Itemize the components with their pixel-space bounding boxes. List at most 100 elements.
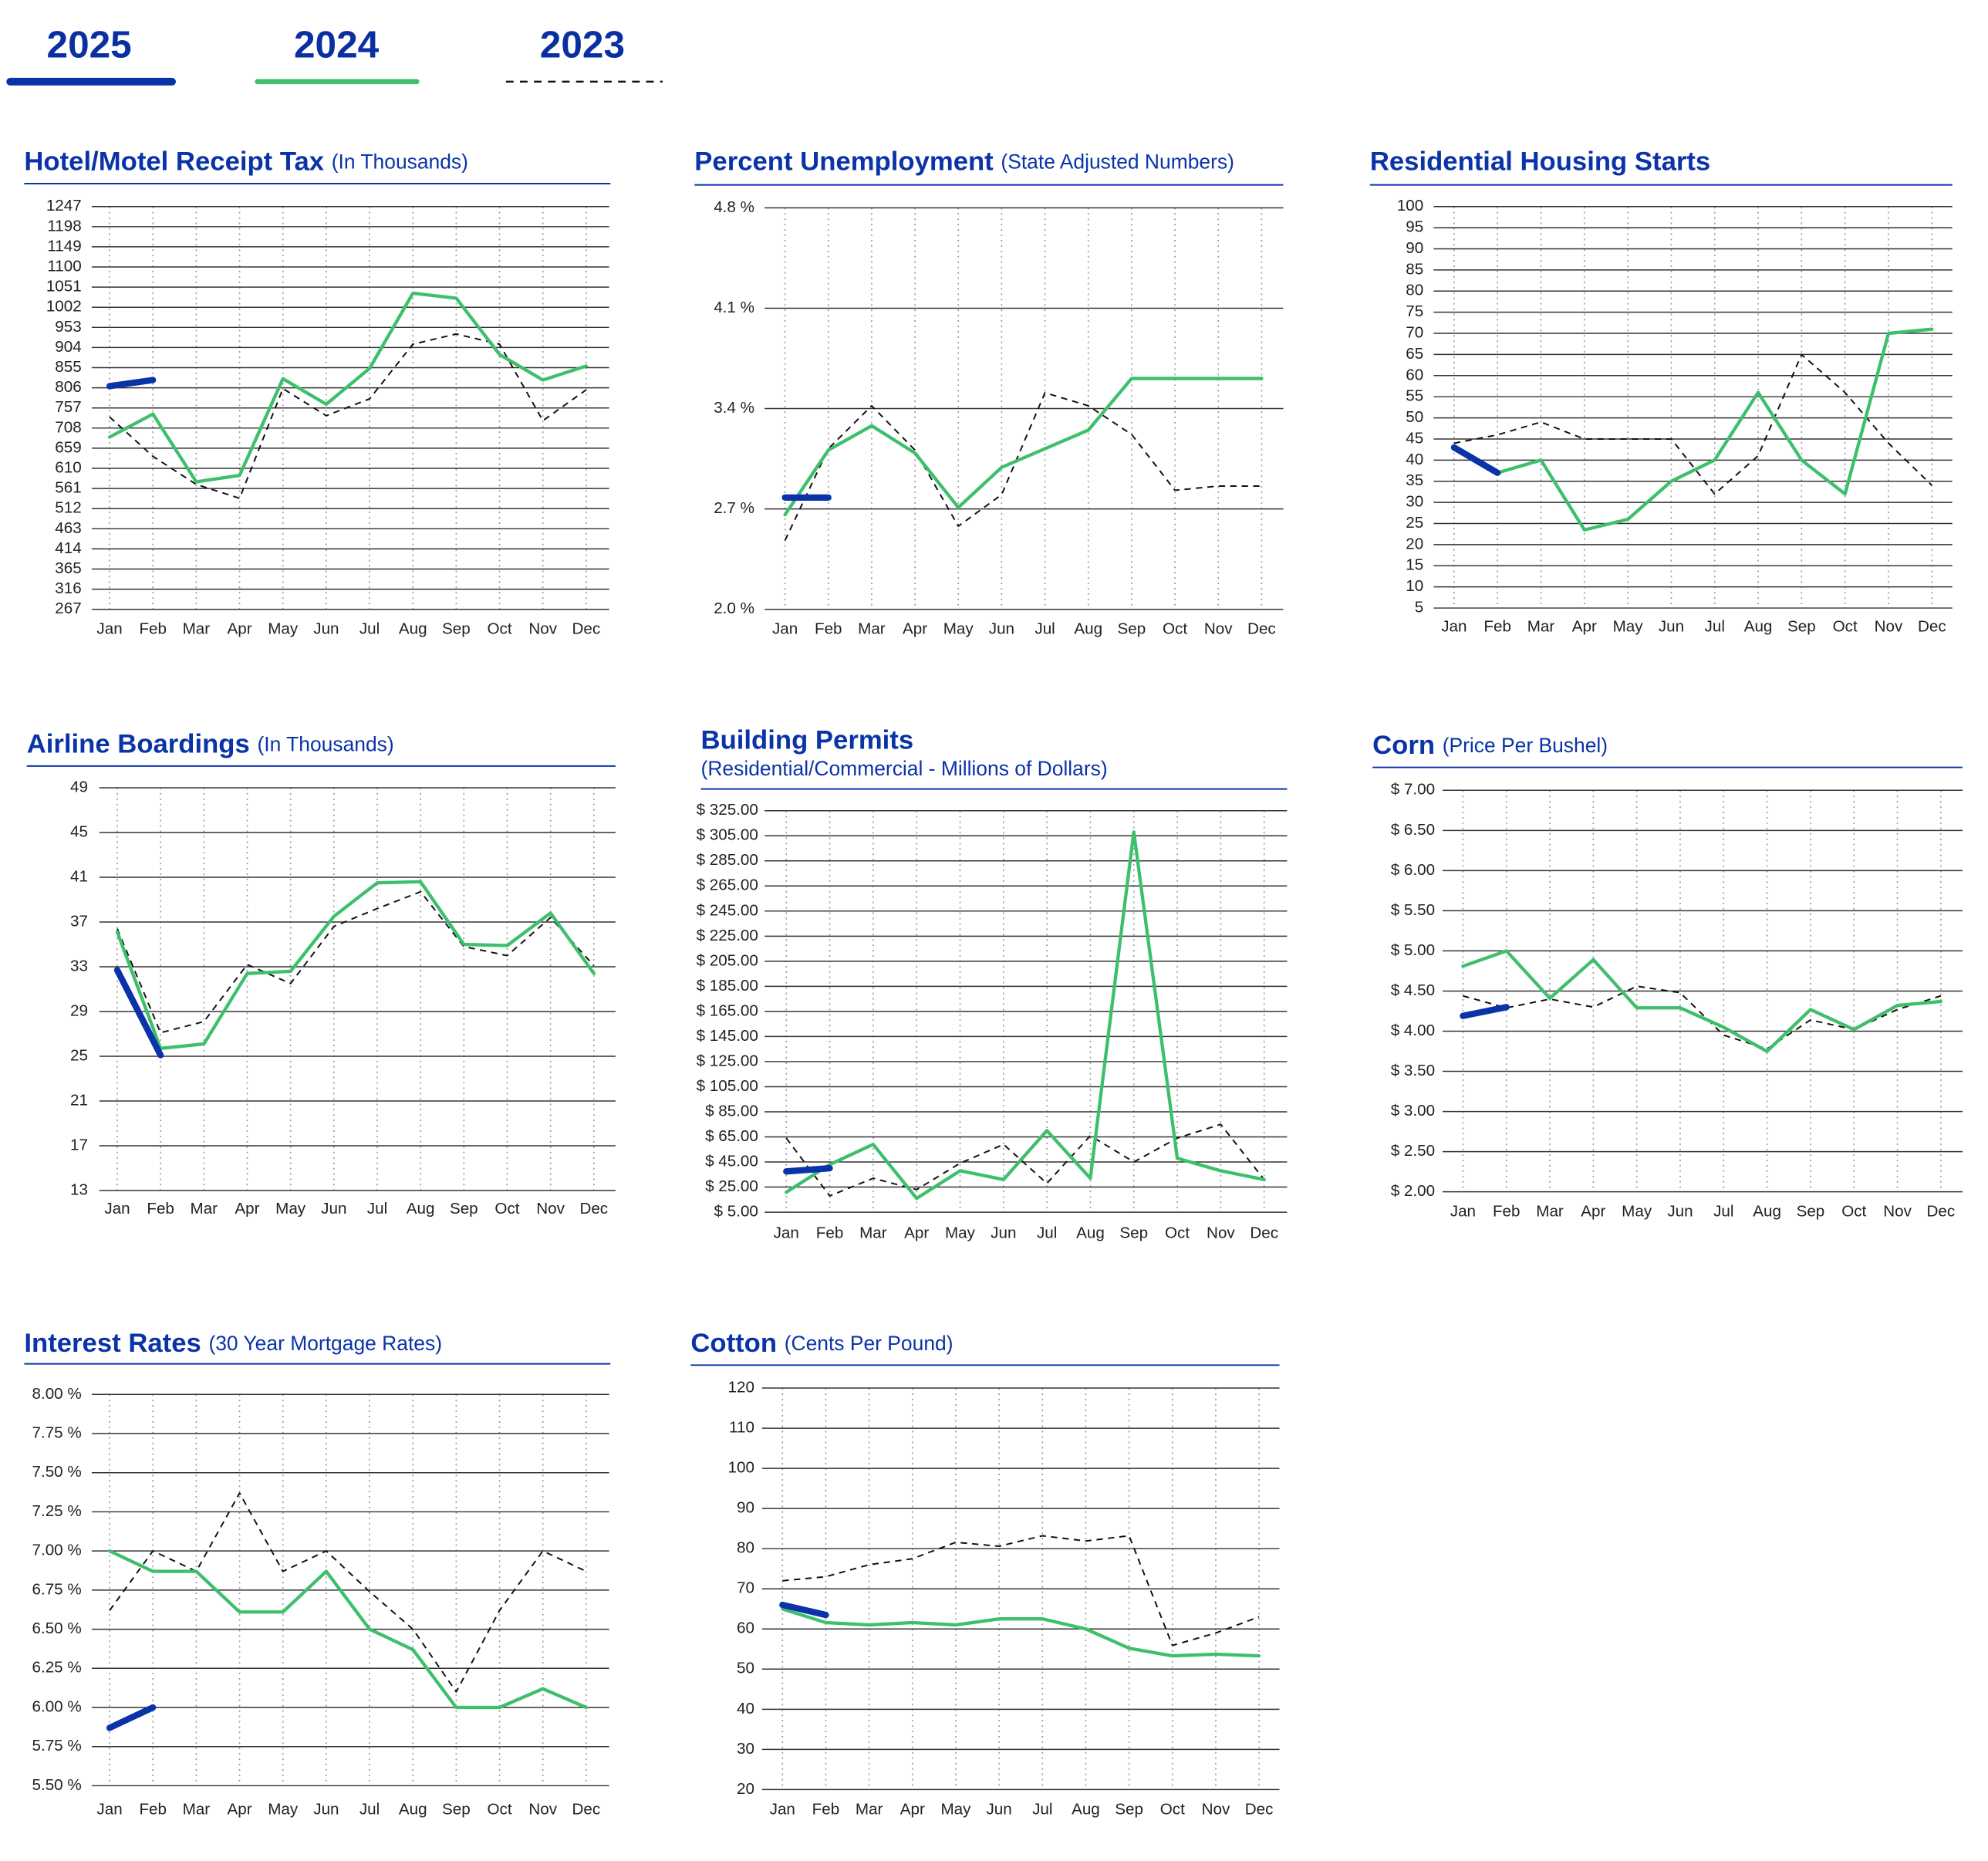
x-tick-label: Aug (407, 1200, 435, 1218)
y-tick-label: 49 (70, 778, 88, 795)
y-tick-label: 904 (55, 338, 81, 356)
y-tick-label: 25 (1406, 514, 1423, 532)
x-tick-label: Feb (139, 1800, 167, 1818)
series-line (106, 377, 157, 390)
x-tick-label: Sep (1115, 1800, 1143, 1818)
x-tick-label: Apr (228, 1800, 252, 1818)
y-tick-label: 7.25 % (32, 1502, 82, 1520)
y-tick-label: $ 6.50 (1391, 821, 1435, 839)
x-tick-label: Jun (321, 1200, 346, 1218)
x-tick-label: Feb (147, 1200, 174, 1218)
y-tick-label: $ 165.00 (697, 1001, 758, 1019)
x-tick-label: Jan (1441, 617, 1467, 635)
x-tick-label: Oct (488, 1800, 512, 1818)
x-tick-label: Oct (1165, 1224, 1190, 1242)
x-tick-label: May (943, 620, 974, 638)
y-tick-label: 75 (1406, 302, 1423, 320)
y-tick-label: $ 285.00 (697, 851, 758, 869)
y-tick-label: 708 (55, 418, 81, 436)
series-line (1450, 444, 1501, 476)
chart-subtitle: (Cents Per Pound) (785, 1332, 953, 1355)
x-tick-label: Dec (572, 1800, 601, 1818)
y-tick-label: 80 (1406, 282, 1423, 299)
series-line (107, 291, 589, 484)
x-tick-label: Oct (494, 1200, 519, 1218)
y-tick-label: 316 (55, 579, 81, 597)
chart-title: Building Permits (701, 726, 914, 755)
series-line (1452, 327, 1934, 532)
series-line (782, 1535, 1260, 1647)
x-tick-label: Jun (313, 620, 339, 638)
series-line (1453, 353, 1933, 495)
x-tick-label: Nov (1207, 1224, 1235, 1242)
title-text: Hotel/Motel Receipt Tax (24, 147, 324, 177)
chart-title: Airline Boardings (In Thousands) (27, 730, 394, 759)
x-tick-label: Jul (1705, 617, 1725, 635)
x-tick-label: Aug (1074, 620, 1102, 638)
series-line (781, 1607, 1261, 1658)
y-tick-label: 45 (1406, 429, 1423, 447)
y-tick-label: 806 (55, 378, 81, 396)
x-tick-label: Sep (450, 1200, 478, 1218)
x-tick-label: Jun (986, 1800, 1011, 1818)
x-tick-label: Jun (1659, 617, 1684, 635)
series-line (115, 880, 596, 1050)
series-line (785, 830, 1266, 1201)
y-tick-label: 90 (737, 1499, 754, 1517)
y-tick-label: $ 3.50 (1391, 1062, 1435, 1079)
y-tick-label: $ 85.00 (705, 1102, 758, 1120)
x-tick-label: Feb (139, 620, 167, 638)
y-tick-label: $ 325.00 (697, 801, 758, 819)
x-tick-label: Mar (191, 1200, 218, 1218)
x-tick-label: Oct (1833, 617, 1858, 635)
chart-subtitle: (Residential/Commercial - Millions of Do… (701, 757, 1108, 780)
y-tick-label: $ 65.00 (705, 1127, 758, 1145)
y-tick-label: 1149 (47, 237, 81, 255)
y-tick-label: 2.7 % (714, 499, 754, 517)
x-tick-label: Jun (1667, 1203, 1693, 1221)
y-tick-label: 60 (737, 1620, 754, 1637)
x-tick-label: Apr (1581, 1203, 1605, 1221)
x-tick-label: Apr (228, 620, 252, 638)
y-tick-label: 20 (737, 1780, 754, 1798)
series-line (1460, 1004, 1510, 1019)
x-tick-label: Jun (991, 1224, 1016, 1242)
y-tick-label: $ 145.00 (697, 1027, 758, 1045)
y-tick-label: $ 225.00 (697, 927, 758, 944)
x-tick-label: Apr (900, 1800, 925, 1818)
y-tick-label: 3.4 % (714, 399, 754, 417)
x-tick-label: Apr (235, 1200, 259, 1218)
y-tick-label: $ 305.00 (697, 826, 758, 844)
x-tick-label: Oct (1163, 620, 1187, 638)
y-tick-label: 2.0 % (714, 600, 754, 617)
y-tick-label: 5 (1415, 599, 1423, 616)
y-tick-label: 100 (728, 1459, 754, 1477)
series-line (779, 1601, 829, 1619)
x-tick-label: Aug (399, 620, 427, 638)
title-text: Corn (1372, 731, 1435, 760)
y-tick-label: 953 (55, 318, 81, 336)
y-tick-label: 1002 (46, 298, 82, 316)
x-tick-label: May (268, 1800, 299, 1818)
y-tick-label: 512 (55, 499, 81, 517)
y-tick-label: 95 (1406, 218, 1423, 236)
x-tick-label: Dec (1927, 1203, 1956, 1221)
y-tick-label: $ 5.50 (1391, 901, 1435, 919)
y-tick-label: 610 (55, 458, 81, 476)
x-tick-label: Jun (989, 620, 1014, 638)
y-tick-label: 70 (737, 1579, 754, 1597)
y-tick-label: 855 (55, 358, 81, 376)
y-tick-label: 6.75 % (32, 1580, 82, 1598)
series-line (113, 967, 164, 1059)
y-tick-label: 1051 (46, 278, 82, 296)
y-tick-label: 13 (70, 1180, 88, 1198)
x-tick-label: Dec (579, 1200, 608, 1218)
x-tick-label: Aug (1072, 1800, 1100, 1818)
x-tick-label: Sep (1119, 1224, 1148, 1242)
y-tick-label: 6.25 % (32, 1659, 82, 1677)
x-tick-label: Jan (104, 1200, 130, 1218)
x-tick-label: Sep (1797, 1203, 1825, 1221)
x-tick-label: Jul (1035, 620, 1055, 638)
y-tick-label: $ 245.00 (697, 901, 758, 919)
x-tick-label: Feb (812, 1800, 840, 1818)
